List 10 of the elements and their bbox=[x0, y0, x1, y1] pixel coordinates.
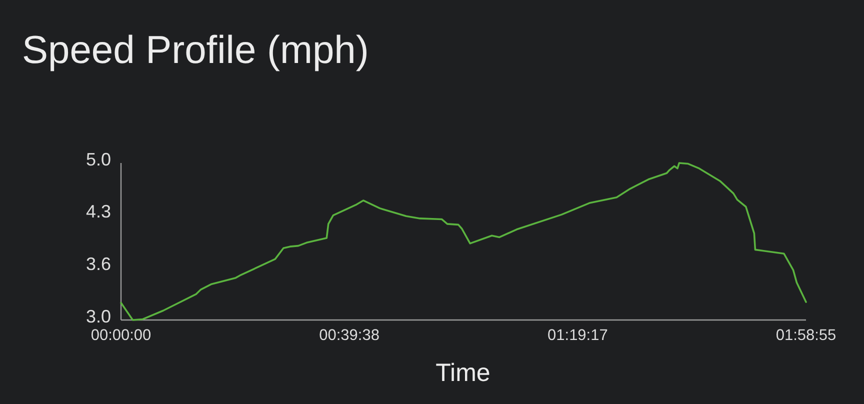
y-tick-label: 3.0 bbox=[86, 306, 111, 326]
y-tick-label: 5.0 bbox=[86, 149, 111, 170]
x-tick-label: 01:19:17 bbox=[548, 327, 608, 344]
x-tick-label: 01:58:55 bbox=[776, 327, 836, 344]
x-axis-title: Time bbox=[436, 359, 490, 387]
y-tick-label: 4.3 bbox=[86, 202, 111, 222]
y-tick-label: 3.6 bbox=[86, 254, 111, 274]
x-tick-label: 00:00:00 bbox=[90, 327, 152, 344]
x-tick-label: 00:39:38 bbox=[319, 327, 380, 344]
chart-title: Speed Profile (mph) bbox=[22, 29, 369, 72]
